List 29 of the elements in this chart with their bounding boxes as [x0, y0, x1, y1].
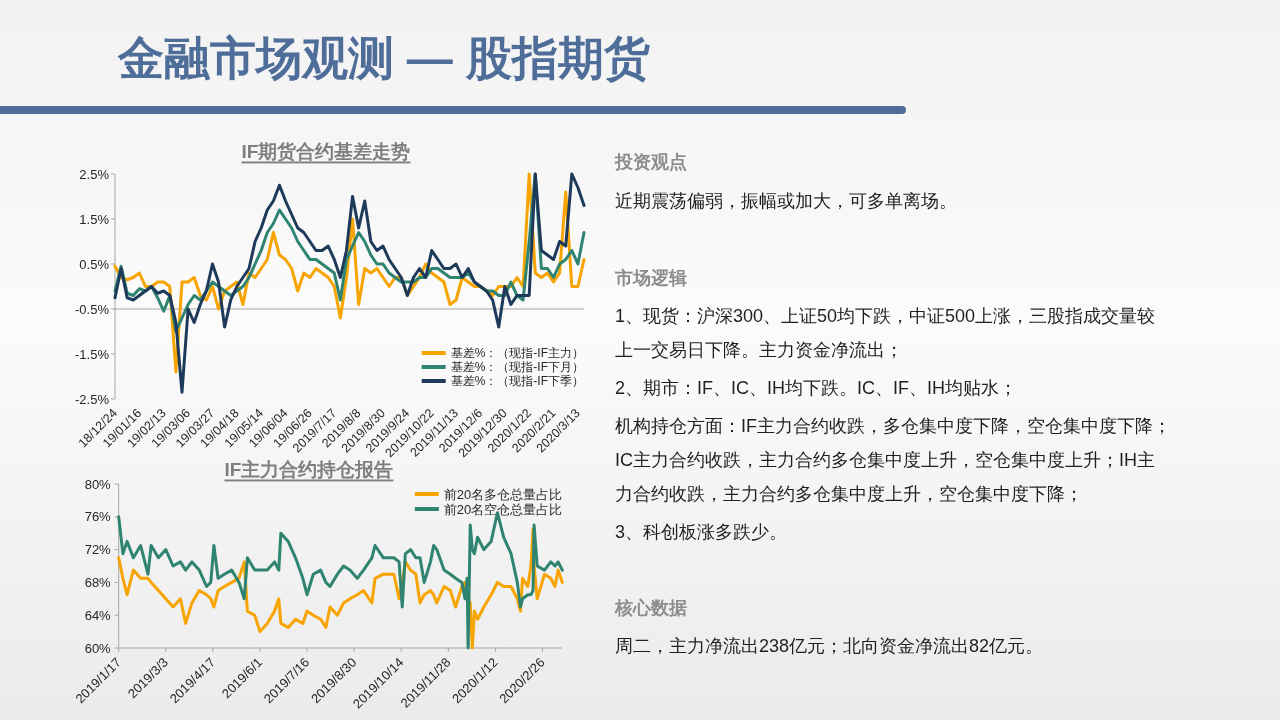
text: 周二，主力净流出238亿元；北向资金净流出82亿元。 — [615, 636, 1044, 656]
legend-label: 前20名多仓总量占比 — [443, 486, 563, 502]
text: 核心数据 — [614, 598, 687, 618]
y-tick-label: -0.5% — [75, 301, 110, 317]
text: 近期震荡偏弱，振幅或加大，可多单离场。 — [615, 191, 957, 211]
legend-label: 基差%：（现指-IF下月） — [450, 360, 585, 374]
text: 市场逻辑 — [614, 268, 687, 288]
y-tick-label: 60% — [84, 640, 112, 656]
text: 投资观点 — [614, 152, 687, 172]
text: 金融市场观测 — 股指期货 — [117, 32, 650, 84]
legend-label: 基差%：（现指-IF下季） — [450, 374, 585, 388]
text: 机构持仓方面：IF主力合约收跌，多仓集中度下降，空仓集中度下降；IC主力合约收跌，主力合约多仓集中度上升，空仓集中度上升；IH主力合约收跌，主力合约多仓集中度上升，空仓集中度下降； — [615, 416, 1171, 504]
y-tick-label: 2.5% — [79, 166, 110, 182]
y-tick-label: 0.5% — [79, 256, 110, 272]
y-tick-label: 68% — [84, 574, 112, 590]
chart-title: IF期货合约基差走势 — [241, 140, 411, 162]
y-tick-label: 76% — [84, 509, 112, 525]
y-tick-label: 1.5% — [79, 211, 110, 227]
text: 2、期市：IF、IC、IH均下跌。IC、IF、IH均贴水； — [615, 378, 1018, 398]
text: 1、现货：沪深300、上证50均下跌，中证500上涨，三股指成交量较上一交易日下降。主力资金净流出； — [615, 306, 1156, 360]
y-tick-label: 72% — [84, 542, 112, 558]
y-tick-label: 80% — [84, 476, 112, 492]
chart-title: IF主力合约持仓报告 — [224, 458, 394, 480]
text: 3、科创板涨多跌少。 — [615, 522, 788, 542]
y-tick-label: 64% — [84, 607, 112, 623]
y-tick-label: -2.5% — [75, 391, 110, 407]
legend-label: 前20名空仓总量占比 — [443, 501, 563, 517]
y-tick-label: -1.5% — [75, 346, 110, 362]
legend-label: 基差%：（现指-IF主力） — [450, 346, 585, 360]
